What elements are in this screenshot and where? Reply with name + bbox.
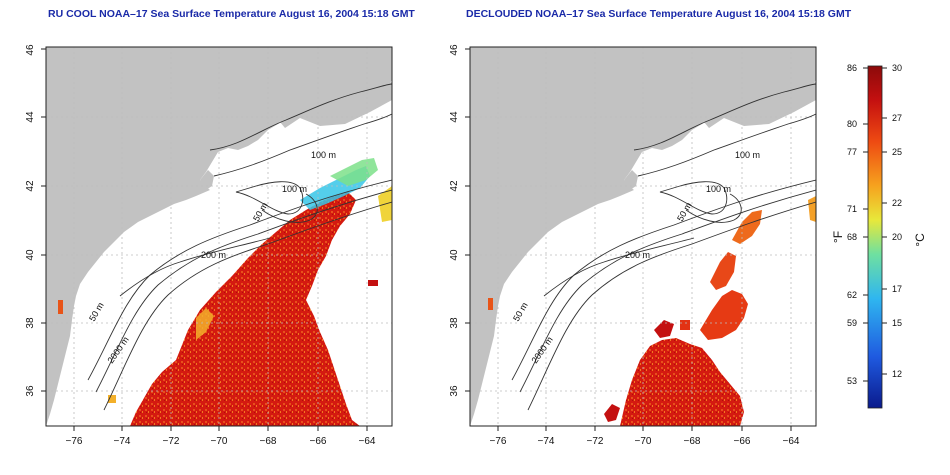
colorbar-f-tick: 86 (847, 63, 857, 73)
colorbar-c-tick: 22 (892, 198, 902, 208)
contour-label-200m: 200 m (201, 250, 226, 260)
contour-label-50m-bank: 50 m (251, 201, 270, 223)
colorbar-gradient (867, 65, 883, 409)
contour-label-100m-north: 100 m (735, 150, 760, 160)
colorbar-c-tick: 17 (892, 284, 902, 294)
left-axis-ticks (41, 48, 368, 431)
left-y-tick-label: 40 (25, 249, 36, 261)
colorbar-fahrenheit-label: °F (831, 231, 845, 243)
left-map-panel: 100 m 100 m 50 m 200 m 50 m 2000 m −76 −… (25, 44, 393, 447)
right-grid (470, 47, 816, 426)
right-y-tick-label: 46 (449, 44, 460, 56)
left-x-tick-label: −72 (163, 436, 180, 447)
right-x-tick-label: −66 (734, 436, 751, 447)
contour-label-100m-south: 100 m (706, 184, 731, 194)
left-sst-fleck (368, 280, 378, 286)
colorbar-c-tick: 20 (892, 232, 902, 242)
left-sst-warm-water (130, 192, 360, 426)
right-x-tick-label: −76 (490, 436, 507, 447)
left-x-tick-label: −66 (310, 436, 327, 447)
left-x-tick-label: −76 (66, 436, 83, 447)
colorbar-f-tick: 62 (847, 290, 857, 300)
right-nova-scotia (694, 82, 816, 128)
colorbar-c-tick: 30 (892, 63, 902, 73)
right-land-mass (470, 47, 816, 426)
left-sst-coastal-strip (196, 308, 214, 340)
left-cape-cod (200, 170, 214, 190)
left-y-tick-label: 44 (25, 111, 36, 123)
contour-label-100m-south: 100 m (282, 184, 307, 194)
colorbar-c-tick: 25 (892, 147, 902, 157)
right-map-title: DECLOUDED NOAA–17 Sea Surface Temperatur… (466, 8, 852, 20)
colorbar-c-tick: 12 (892, 369, 902, 379)
right-x-tick-label: −68 (684, 436, 701, 447)
left-y-tick-label: 36 (25, 385, 36, 397)
right-bathymetry-contours (511, 83, 816, 411)
right-sst-patches (488, 196, 816, 426)
left-x-tick-label: −68 (260, 436, 277, 447)
right-y-tick-label: 42 (449, 180, 460, 192)
right-y-tick-label: 44 (449, 111, 460, 123)
left-sst-green-patch (330, 158, 378, 186)
contour-label-50m-shelf: 50 m (87, 301, 106, 323)
colorbar-f-tick: 68 (847, 232, 857, 242)
left-y-tick-label: 42 (25, 180, 36, 192)
left-land-mass (46, 47, 392, 426)
temperature-colorbar: 86 80 77 71 68 62 59 53 30 27 25 22 20 1… (831, 63, 927, 409)
left-y-tick-label: 38 (25, 317, 36, 329)
right-x-tick-label: −74 (538, 436, 555, 447)
left-x-tick-label: −70 (211, 436, 228, 447)
left-x-tick-label: −74 (114, 436, 131, 447)
left-x-tick-label: −64 (359, 436, 376, 447)
contour-label-200m: 200 m (625, 250, 650, 260)
left-y-tick-label: 46 (25, 44, 36, 56)
colorbar-f-tick: 59 (847, 318, 857, 328)
right-y-tick-label: 36 (449, 385, 460, 397)
left-map-title: RU COOL NOAA–17 Sea Surface Temperature … (48, 8, 415, 20)
colorbar-f-tick: 80 (847, 119, 857, 129)
right-map-panel: 100 m 100 m 50 m 200 m 50 m 2000 m −76 −… (449, 44, 817, 447)
left-nova-scotia (270, 82, 392, 128)
right-cape-cod (624, 170, 638, 190)
colorbar-celsius-label: °C (913, 233, 927, 247)
left-grid (46, 47, 392, 426)
colorbar-c-tick: 27 (892, 113, 902, 123)
right-y-tick-label: 38 (449, 317, 460, 329)
colorbar-f-tick: 71 (847, 204, 857, 214)
colorbar-f-tick: 53 (847, 376, 857, 386)
colorbar-c-tick: 15 (892, 318, 902, 328)
right-x-tick-label: −72 (587, 436, 604, 447)
left-sst-inshore (58, 300, 63, 314)
left-bathymetry-contours (87, 83, 392, 411)
right-y-tick-label: 40 (449, 249, 460, 261)
right-x-tick-label: −70 (635, 436, 652, 447)
right-x-tick-label: −64 (783, 436, 800, 447)
contour-label-100m-north: 100 m (311, 150, 336, 160)
right-axis-ticks (465, 48, 792, 431)
colorbar-f-tick: 77 (847, 147, 857, 157)
left-sst-inshore-2 (108, 395, 116, 403)
contour-label-50m-shelf: 50 m (511, 301, 530, 323)
contour-label-50m-bank: 50 m (675, 201, 694, 223)
